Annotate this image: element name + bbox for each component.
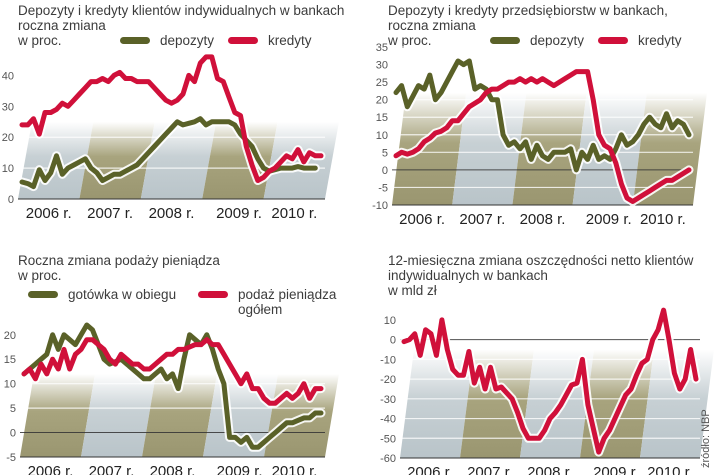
x-tick-label: 2008 r. [520, 211, 566, 228]
x-tick-label: 2010 r. [272, 463, 318, 475]
y-tick-label: 10 [376, 130, 388, 142]
y-tick-label: -10 [372, 200, 388, 212]
chart-panel-net-savings: 12-miesięczna zmiana oszczędności netto … [360, 238, 720, 475]
chart-title: Depozyty i kredyty przedsiębiorstw w ban… [388, 3, 668, 48]
y-tick-label: 0 [390, 335, 396, 347]
chart-svg: -10 -5 0 5 10 15 20 25 30 35 2006 r. 2007 r. 2008 r.… [372, 42, 707, 228]
x-tick-label: 2010 r. [271, 205, 317, 222]
x-tick-label: 2009 r. [593, 464, 639, 475]
chart-panel-money-supply: Roczna zmiana podaży pieniądza w proc. g… [0, 238, 360, 475]
legend-item-deposits: depozyty [120, 33, 214, 48]
y-tick-label: 0 [8, 194, 14, 206]
chart-svg: 0 10 20 30 40 2006 r. 2007 r. 2008 r. 2009 r. 201… [2, 52, 339, 222]
legend-item-cash: gotówka w obiegu [28, 287, 176, 302]
series-line-depozyty [19, 116, 318, 190]
legend-label: kredyty [268, 33, 312, 48]
legend-item-money-supply: podaż pieniądza ogółem [198, 287, 338, 317]
legend-swatch-credits [598, 37, 628, 44]
chart-panel-individual: Depozyty i kredyty klientów indywidualny… [0, 0, 360, 237]
y-tick-label: 15 [4, 354, 16, 366]
y-tick-label: 15 [376, 112, 388, 124]
x-tick-label: 2006 r. [407, 464, 453, 475]
legend-swatch-money-supply [198, 291, 228, 298]
chart-svg: -60 -50 -40 -30 -20 -10 0 10 2006 r. 2007 r. 2008 … [380, 305, 714, 475]
x-tick-label: 2009 r. [216, 205, 262, 222]
y-tick-label: 10 [384, 315, 396, 327]
y-tick-label: -40 [380, 414, 396, 426]
x-tick-label: 2007 r. [87, 205, 133, 222]
background-band [142, 373, 217, 457]
y-tick-label: 20 [4, 330, 16, 342]
x-tick-label: 2008 r. [149, 205, 195, 222]
y-tick-label: -5 [6, 452, 16, 464]
y-tick-label: 30 [2, 101, 14, 113]
x-tick-label: 2006 r. [26, 205, 72, 222]
y-tick-label: 5 [382, 147, 388, 159]
y-tick-label: 0 [382, 165, 388, 177]
x-tick-label: 2008 r. [150, 463, 196, 475]
background-band [20, 373, 95, 457]
legend-label: depozyty [530, 33, 585, 48]
y-tick-label: -60 [380, 453, 396, 465]
background-band [81, 373, 156, 457]
y-tick-label: -20 [380, 374, 396, 386]
y-tick-label: 30 [376, 60, 388, 72]
y-tick-label: 35 [376, 42, 388, 54]
y-tick-label: 20 [376, 95, 388, 107]
legend-swatch-cash [28, 291, 58, 298]
y-tick-label: -50 [380, 433, 396, 445]
legend-label: depozyty [160, 33, 215, 48]
x-tick-label: 2010 r. [640, 211, 686, 228]
y-tick-label: 25 [376, 77, 388, 89]
y-tick-label: 20 [2, 132, 14, 144]
legend-item-credits: kredyty [228, 33, 312, 48]
y-tick-label: -5 [378, 182, 388, 194]
legend-swatch-credits [228, 37, 258, 44]
legend-label: podaż pieniądza ogółem [238, 287, 337, 317]
x-tick-label: 2008 r. [527, 464, 573, 475]
legend-label: gotówka w obiegu [68, 287, 177, 302]
x-tick-label: 2007 r. [89, 463, 135, 475]
legend-swatch-deposits [120, 37, 150, 44]
y-tick-label: 10 [2, 163, 14, 175]
chart-title: Roczna zmiana podaży pieniądza w proc. [18, 253, 220, 283]
y-tick-label: 0 [10, 428, 16, 440]
legend-swatch-deposits [490, 37, 520, 44]
x-tick-label: 2007 r. [459, 211, 505, 228]
y-tick-label: 40 [2, 70, 14, 82]
x-tick-label: 2006 r. [399, 211, 445, 228]
chart-title: 12-miesięczna zmiana oszczędności netto … [388, 253, 694, 298]
legend-label: kredyty [638, 33, 682, 48]
chart-panel-corporate: Depozyty i kredyty przedsiębiorstw w ban… [360, 0, 720, 237]
y-tick-label: 5 [10, 403, 16, 415]
legend-item-credits: kredyty [598, 33, 682, 48]
x-tick-label: 2006 r. [28, 463, 74, 475]
background-band [452, 92, 527, 205]
y-tick-label: 10 [4, 379, 16, 391]
y-tick-label: -10 [380, 354, 396, 366]
x-tick-label: 2010 r. [647, 464, 693, 475]
y-tick-label: -30 [380, 394, 396, 406]
background-band [512, 92, 587, 205]
x-tick-label: 2009 r. [217, 463, 263, 475]
chart-title: Depozyty i kredyty klientów indywidualny… [18, 3, 345, 48]
source-note: źródło: NBP [700, 409, 712, 468]
legend-item-deposits: depozyty [490, 33, 584, 48]
x-tick-label: 2007 r. [467, 464, 513, 475]
chart-svg: -5 0 5 10 15 20 2006 r. 2007 r. 2008 r. 2009 r. 20… [4, 320, 339, 475]
x-tick-label: 2009 r. [586, 211, 632, 228]
